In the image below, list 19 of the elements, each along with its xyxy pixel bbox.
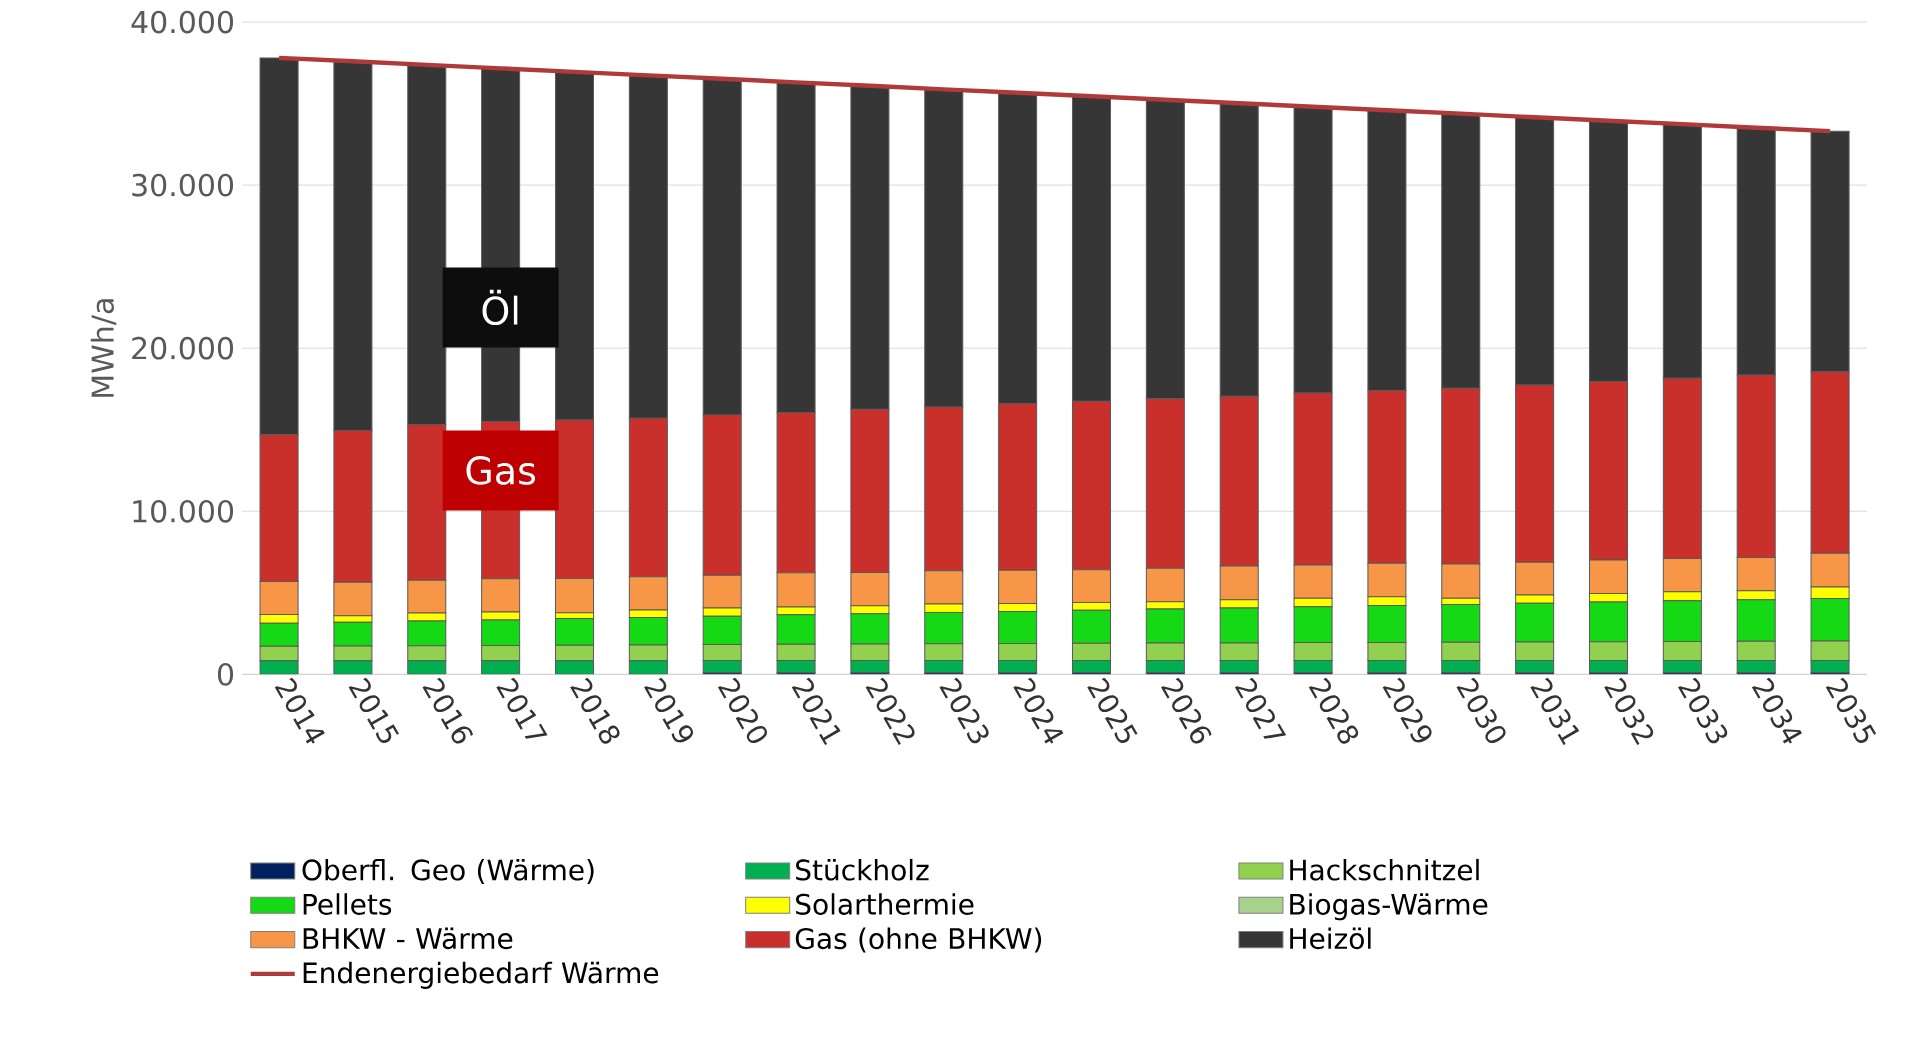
legend-label: Gas (ohne BHKW) bbox=[795, 927, 1042, 953]
legend-label: Stückholz bbox=[796, 859, 929, 881]
legend-label: Biogas-Wärme bbox=[1290, 893, 1488, 921]
annotation: Gas bbox=[466, 456, 536, 486]
legend-label: Hackschnitzel bbox=[1290, 859, 1479, 881]
y-axis-title: MWh/a bbox=[90, 299, 117, 398]
legend-label: Heizöl bbox=[1290, 927, 1371, 950]
legend-label: Endenergiebedarf Wärme bbox=[303, 962, 659, 990]
y-tick-label: 40.000 bbox=[131, 10, 234, 34]
annotation: Öl bbox=[482, 290, 518, 326]
y-tick-label: 0 bbox=[217, 663, 234, 686]
y-tick-label: 10.000 bbox=[133, 500, 234, 523]
line-series bbox=[276, 55, 1833, 134]
legend-label: Pellets bbox=[303, 893, 392, 916]
legend-label: Oberfl. Geo (Wärme) bbox=[302, 859, 594, 885]
y-tick-label: 20.000 bbox=[132, 337, 234, 360]
legend-label: BHKW - Wärme bbox=[303, 927, 513, 950]
legend-label: Solarthermie bbox=[796, 893, 974, 916]
y-tick-label: 30.000 bbox=[132, 173, 234, 197]
